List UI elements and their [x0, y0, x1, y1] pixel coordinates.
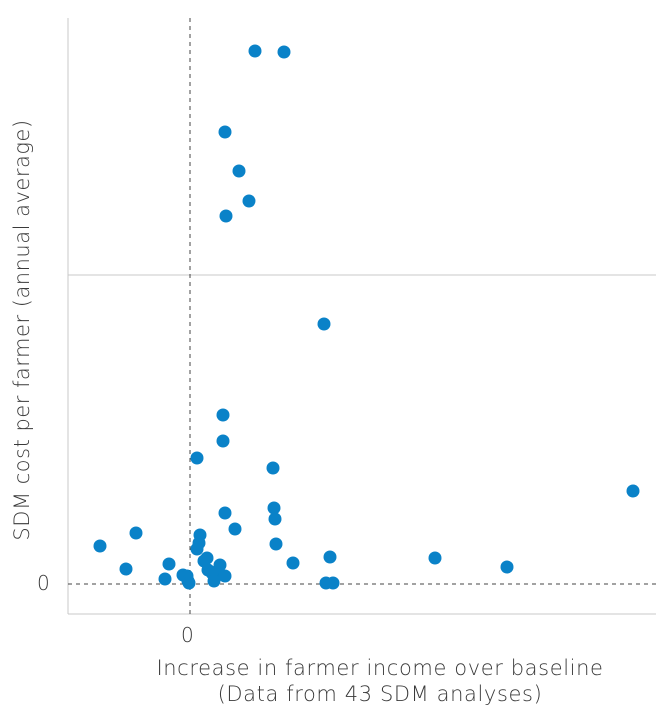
- data-point: [228, 522, 242, 536]
- data-point: [216, 434, 230, 448]
- x-tick-label: 0: [181, 623, 194, 647]
- data-point: [218, 506, 232, 520]
- data-point: [158, 572, 172, 586]
- data-point: [323, 550, 337, 564]
- data-point: [162, 557, 176, 571]
- data-point: [268, 512, 282, 526]
- x-axis-label-line2: (Data from 43 SDM analyses): [217, 682, 543, 706]
- data-point: [500, 560, 514, 574]
- data-point: [119, 562, 133, 576]
- data-point: [182, 576, 196, 590]
- data-point: [216, 408, 230, 422]
- data-point: [219, 209, 233, 223]
- data-point: [129, 526, 143, 540]
- data-point: [286, 556, 300, 570]
- data-point: [93, 539, 107, 553]
- y-axis-label: SDM cost per farmer (annual average): [10, 119, 34, 541]
- data-point: [207, 574, 221, 588]
- data-point: [267, 501, 281, 515]
- data-point: [218, 125, 232, 139]
- data-point: [626, 484, 640, 498]
- data-point: [428, 551, 442, 565]
- data-point: [317, 317, 331, 331]
- data-point: [248, 44, 262, 58]
- data-point: [218, 569, 232, 583]
- data-points: [93, 44, 640, 590]
- data-point: [269, 537, 283, 551]
- data-point: [277, 45, 291, 59]
- data-point: [232, 164, 246, 178]
- data-point: [266, 461, 280, 475]
- y-tick-label: 0: [37, 571, 50, 595]
- data-point: [326, 576, 340, 590]
- x-axis-label-line1: Increase in farmer income over baseline: [156, 656, 604, 680]
- data-point: [242, 194, 256, 208]
- data-point: [190, 542, 204, 556]
- data-point: [190, 451, 204, 465]
